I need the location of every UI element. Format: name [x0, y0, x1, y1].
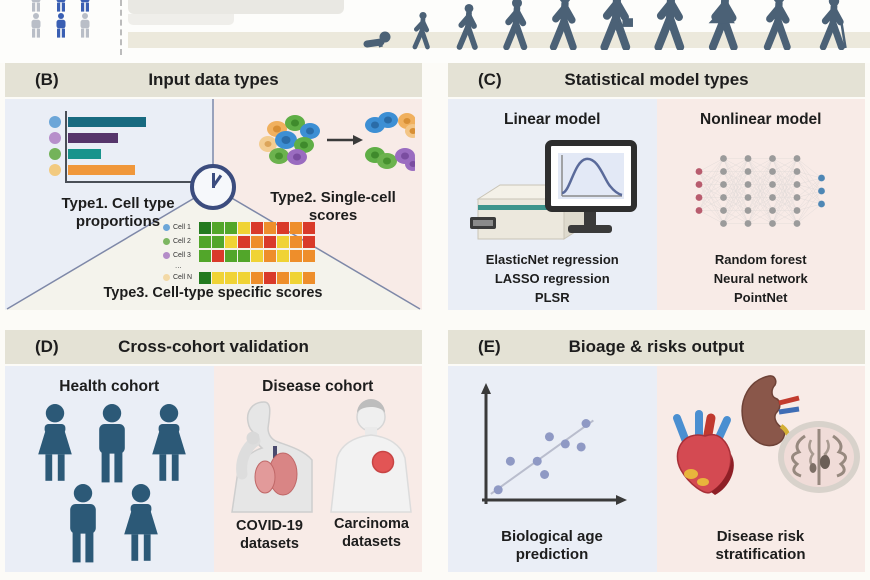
panel-d-body: Health cohort Disease cohort: [5, 366, 422, 572]
panel-e-bioage-risks-output: (E) Bioage & risks output Biological age…: [448, 330, 865, 572]
panel-b-tag: (B): [35, 70, 59, 89]
legend-box-remnant-small: [128, 14, 234, 25]
bar: [68, 149, 101, 159]
panel-b-body: Type1. Cell type proportions: [5, 99, 422, 310]
single-cell-cluster-icon: [259, 112, 415, 171]
panel-d-title: Cross-cohort validation: [118, 337, 309, 356]
panel-e-body: Biological age prediction: [448, 366, 865, 572]
bar-row-dot: [49, 148, 61, 160]
cell-type-scores-heatmap: Cell 1 Cell 2 Cell 3... Cell N: [163, 221, 316, 285]
panel-b-title: Input data types: [148, 70, 279, 89]
heatmap-row: Cell 3: [163, 249, 316, 262]
clock-icon: [190, 164, 236, 210]
panel-c-tag: (C): [478, 70, 502, 89]
carcinoma-datasets-label: Carcinoma datasets: [334, 516, 409, 550]
panel-e-tag: (E): [478, 337, 501, 356]
panel-c-body: Linear model ElasticNet regress: [448, 99, 865, 310]
disease-cohort-heading: Disease cohort: [262, 378, 374, 395]
type2-label: Type2. Single-cell scores: [270, 189, 396, 225]
linear-model-heading: Linear model: [504, 111, 601, 128]
panel-c-header: (C) Statistical model types: [448, 63, 865, 97]
dashed-divider: [120, 0, 122, 55]
biological-age-label: Biological age prediction: [501, 528, 603, 564]
heatmap-row: Cell 2: [163, 235, 316, 248]
nonlinear-model-heading: Nonlinear model: [700, 111, 822, 128]
covid-datasets-label: COVID-19 datasets: [236, 518, 303, 552]
panel-b-header: (B) Input data types: [5, 63, 422, 97]
bar: [68, 165, 135, 175]
type1-label: Type1. Cell type proportions: [61, 195, 175, 231]
nonlinear-methods-list: Random forest Neural network PointNet: [713, 252, 808, 305]
panel-d-tag: (D): [35, 337, 59, 356]
bioage-prediction-region: Biological age prediction: [448, 366, 657, 572]
bar-row-dot: [49, 116, 61, 128]
panel-d-cross-cohort-validation: (D) Cross-cohort validation Health cohor…: [5, 330, 422, 572]
panel-e-title: Bioage & risks output: [568, 337, 745, 356]
type3-label: Type3. Cell-type specific scores: [103, 285, 323, 301]
funnel-divider-lines: [5, 99, 422, 310]
kidney-icon: [740, 375, 800, 460]
bar-row-dot: [49, 132, 61, 144]
panel-e-header: (E) Bioage & risks output: [448, 330, 865, 364]
nonlinear-model-region: Nonlinear model Random forest Neural net…: [656, 99, 865, 310]
brain-icon: [777, 421, 860, 493]
panel-c-title: Statistical model types: [564, 70, 749, 89]
panel-a-remnant: [0, 0, 870, 63]
linear-methods-list: ElasticNet regression LASSO regression P…: [485, 252, 619, 305]
bar-row-dot: [49, 164, 61, 176]
aging-silhouettes-icon: [363, 0, 847, 50]
panel-b-input-data-types: (B) Input data types Type1. Cell type pr…: [5, 63, 422, 310]
people-group-icon: [31, 0, 90, 38]
bar: [68, 133, 118, 143]
neural-network-icon: [695, 155, 825, 227]
arrow-icon: [327, 135, 363, 145]
disease-cohort-region: Disease cohort COVID-19 datasets: [213, 366, 422, 572]
scatter-plot-icon: [481, 383, 627, 505]
heart-icon: [672, 410, 734, 495]
sequencer-monitor-icon: [470, 140, 637, 240]
mixed-cell-cluster: [259, 115, 320, 165]
linear-model-region: Linear model ElasticNet regress: [448, 99, 657, 310]
torso-tumor-icon: [329, 399, 412, 513]
bar: [68, 117, 146, 127]
panel-c-statistical-model-types: (C) Statistical model types Linear model: [448, 63, 865, 310]
panel-d-header: (D) Cross-cohort validation: [5, 330, 422, 364]
disease-risk-label: Disease risk stratification: [715, 528, 806, 564]
disease-risk-region: Disease risk stratification: [656, 366, 865, 572]
heatmap-row: Cell N: [163, 271, 316, 284]
health-cohort-region: Health cohort: [5, 366, 214, 572]
timeline-ground-strip: [128, 32, 870, 48]
health-cohort-heading: Health cohort: [59, 378, 160, 395]
coughing-person-lungs-icon: [230, 401, 313, 513]
legend-box-remnant: [128, 0, 344, 14]
sorted-cell-groups: [365, 112, 415, 171]
people-group-icon: [38, 404, 186, 563]
heatmap-row: Cell 1: [163, 221, 316, 234]
